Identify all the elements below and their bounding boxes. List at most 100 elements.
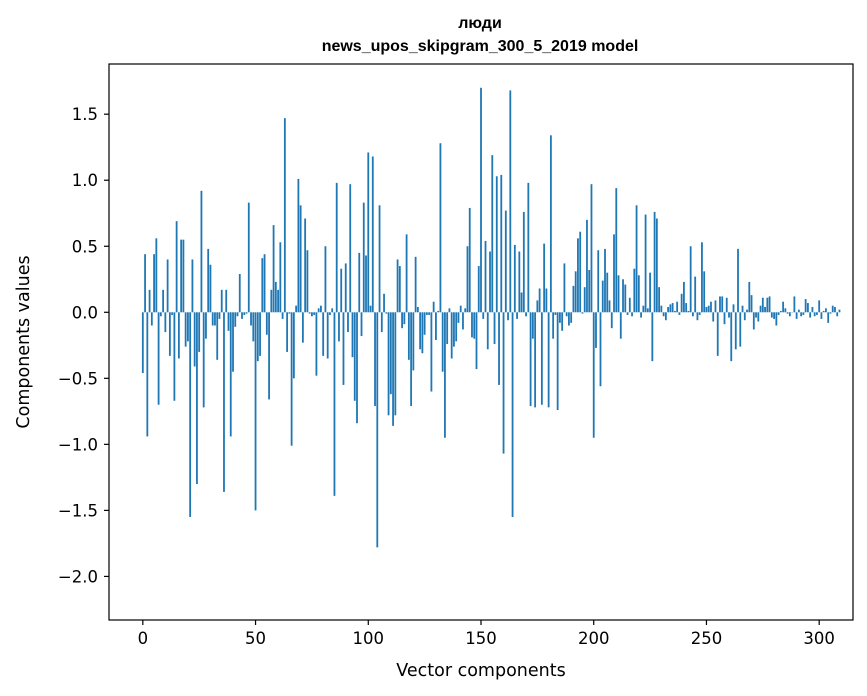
bar-159 (500, 174, 503, 313)
bar-103 (374, 312, 376, 407)
bar-123 (419, 312, 422, 350)
bar-59 (274, 281, 277, 313)
bar-130 (435, 312, 437, 341)
bar-279 (770, 312, 773, 318)
bar-140 (457, 312, 460, 323)
bar-67 (292, 312, 295, 379)
bar-37 (225, 289, 228, 313)
bar-162 (507, 312, 509, 321)
bar-75 (311, 312, 313, 317)
bar-101 (369, 305, 372, 313)
bar-183 (554, 312, 557, 315)
bar-164 (511, 312, 514, 517)
y-tick-label: 1.0 (72, 171, 98, 190)
bar-267 (743, 312, 746, 321)
bar-177 (540, 312, 543, 405)
bar-154 (489, 251, 491, 313)
bar-286 (786, 312, 789, 314)
bar-151 (482, 312, 485, 319)
bar-24 (196, 312, 198, 484)
bar-273 (757, 312, 760, 322)
bar-238 (678, 312, 681, 315)
bar-188 (565, 312, 568, 317)
bar-110 (389, 312, 392, 395)
bar-96 (358, 252, 361, 313)
bar-115 (401, 312, 403, 329)
bar-195 (581, 312, 584, 314)
bar-100 (367, 152, 370, 313)
bar-56 (268, 312, 270, 400)
bar-299 (816, 312, 818, 315)
bar-271 (752, 312, 755, 330)
bar-13 (171, 312, 174, 315)
bar-182 (552, 312, 555, 339)
bar-207 (608, 300, 611, 313)
bar-45 (243, 312, 246, 315)
bar-248 (701, 242, 703, 313)
bar-22 (191, 259, 194, 313)
bar-68 (295, 305, 298, 313)
bar-172 (529, 312, 532, 407)
bar-221 (640, 312, 642, 318)
bar-293 (802, 312, 805, 315)
bar-157 (495, 176, 498, 313)
bar-181 (549, 135, 552, 313)
bar-168 (520, 292, 523, 313)
bars-group (141, 87, 841, 548)
bar-224 (646, 308, 649, 313)
bar-213 (622, 279, 624, 313)
bar-211 (617, 275, 620, 313)
bar-276 (764, 307, 766, 313)
bar-297 (811, 307, 814, 313)
bar-48 (250, 312, 252, 326)
bar-46 (245, 312, 248, 314)
y-tick-label: −1.5 (58, 501, 98, 520)
bar-92 (349, 184, 352, 313)
bar-250 (705, 307, 708, 313)
bar-163 (509, 90, 512, 313)
bar-135 (446, 312, 449, 344)
y-tick-label: −0.5 (58, 369, 98, 388)
bar-129 (432, 301, 435, 313)
bar-265 (739, 312, 742, 347)
chart-subtitle: news_upos_skipgram_300_5_2019 model (322, 38, 639, 55)
bar-137 (450, 312, 453, 359)
bar-25 (198, 312, 201, 352)
bar-217 (631, 312, 633, 317)
bar-160 (502, 312, 505, 454)
bar-2 (146, 312, 149, 437)
bar-243 (689, 246, 692, 313)
bar-146 (471, 312, 473, 338)
bar-113 (396, 259, 399, 313)
bar-302 (822, 310, 825, 313)
bar-93 (351, 312, 354, 358)
bar-178 (543, 243, 546, 313)
bar-57 (270, 289, 273, 313)
bar-227 (653, 211, 656, 313)
bar-91 (347, 312, 349, 333)
bar-55 (265, 312, 268, 335)
bar-5 (153, 254, 155, 313)
bar-87 (338, 312, 340, 342)
bar-31 (211, 312, 214, 326)
bar-296 (809, 312, 812, 318)
bar-244 (692, 312, 694, 317)
bar-204 (601, 280, 604, 313)
bar-41 (234, 312, 237, 327)
bar-161 (504, 210, 507, 313)
bar-144 (466, 246, 469, 313)
bar-53 (261, 258, 264, 313)
bar-34 (218, 312, 221, 319)
bar-133 (441, 312, 444, 372)
bar-223 (644, 214, 647, 313)
bar-78 (317, 308, 320, 313)
bar-3 (148, 289, 151, 313)
bar-16 (177, 312, 180, 359)
bar-189 (568, 312, 570, 326)
bar-258 (723, 312, 726, 325)
bar-76 (313, 312, 316, 315)
bar-228 (655, 218, 658, 313)
bar-47 (247, 202, 250, 313)
bar-7 (157, 312, 160, 405)
